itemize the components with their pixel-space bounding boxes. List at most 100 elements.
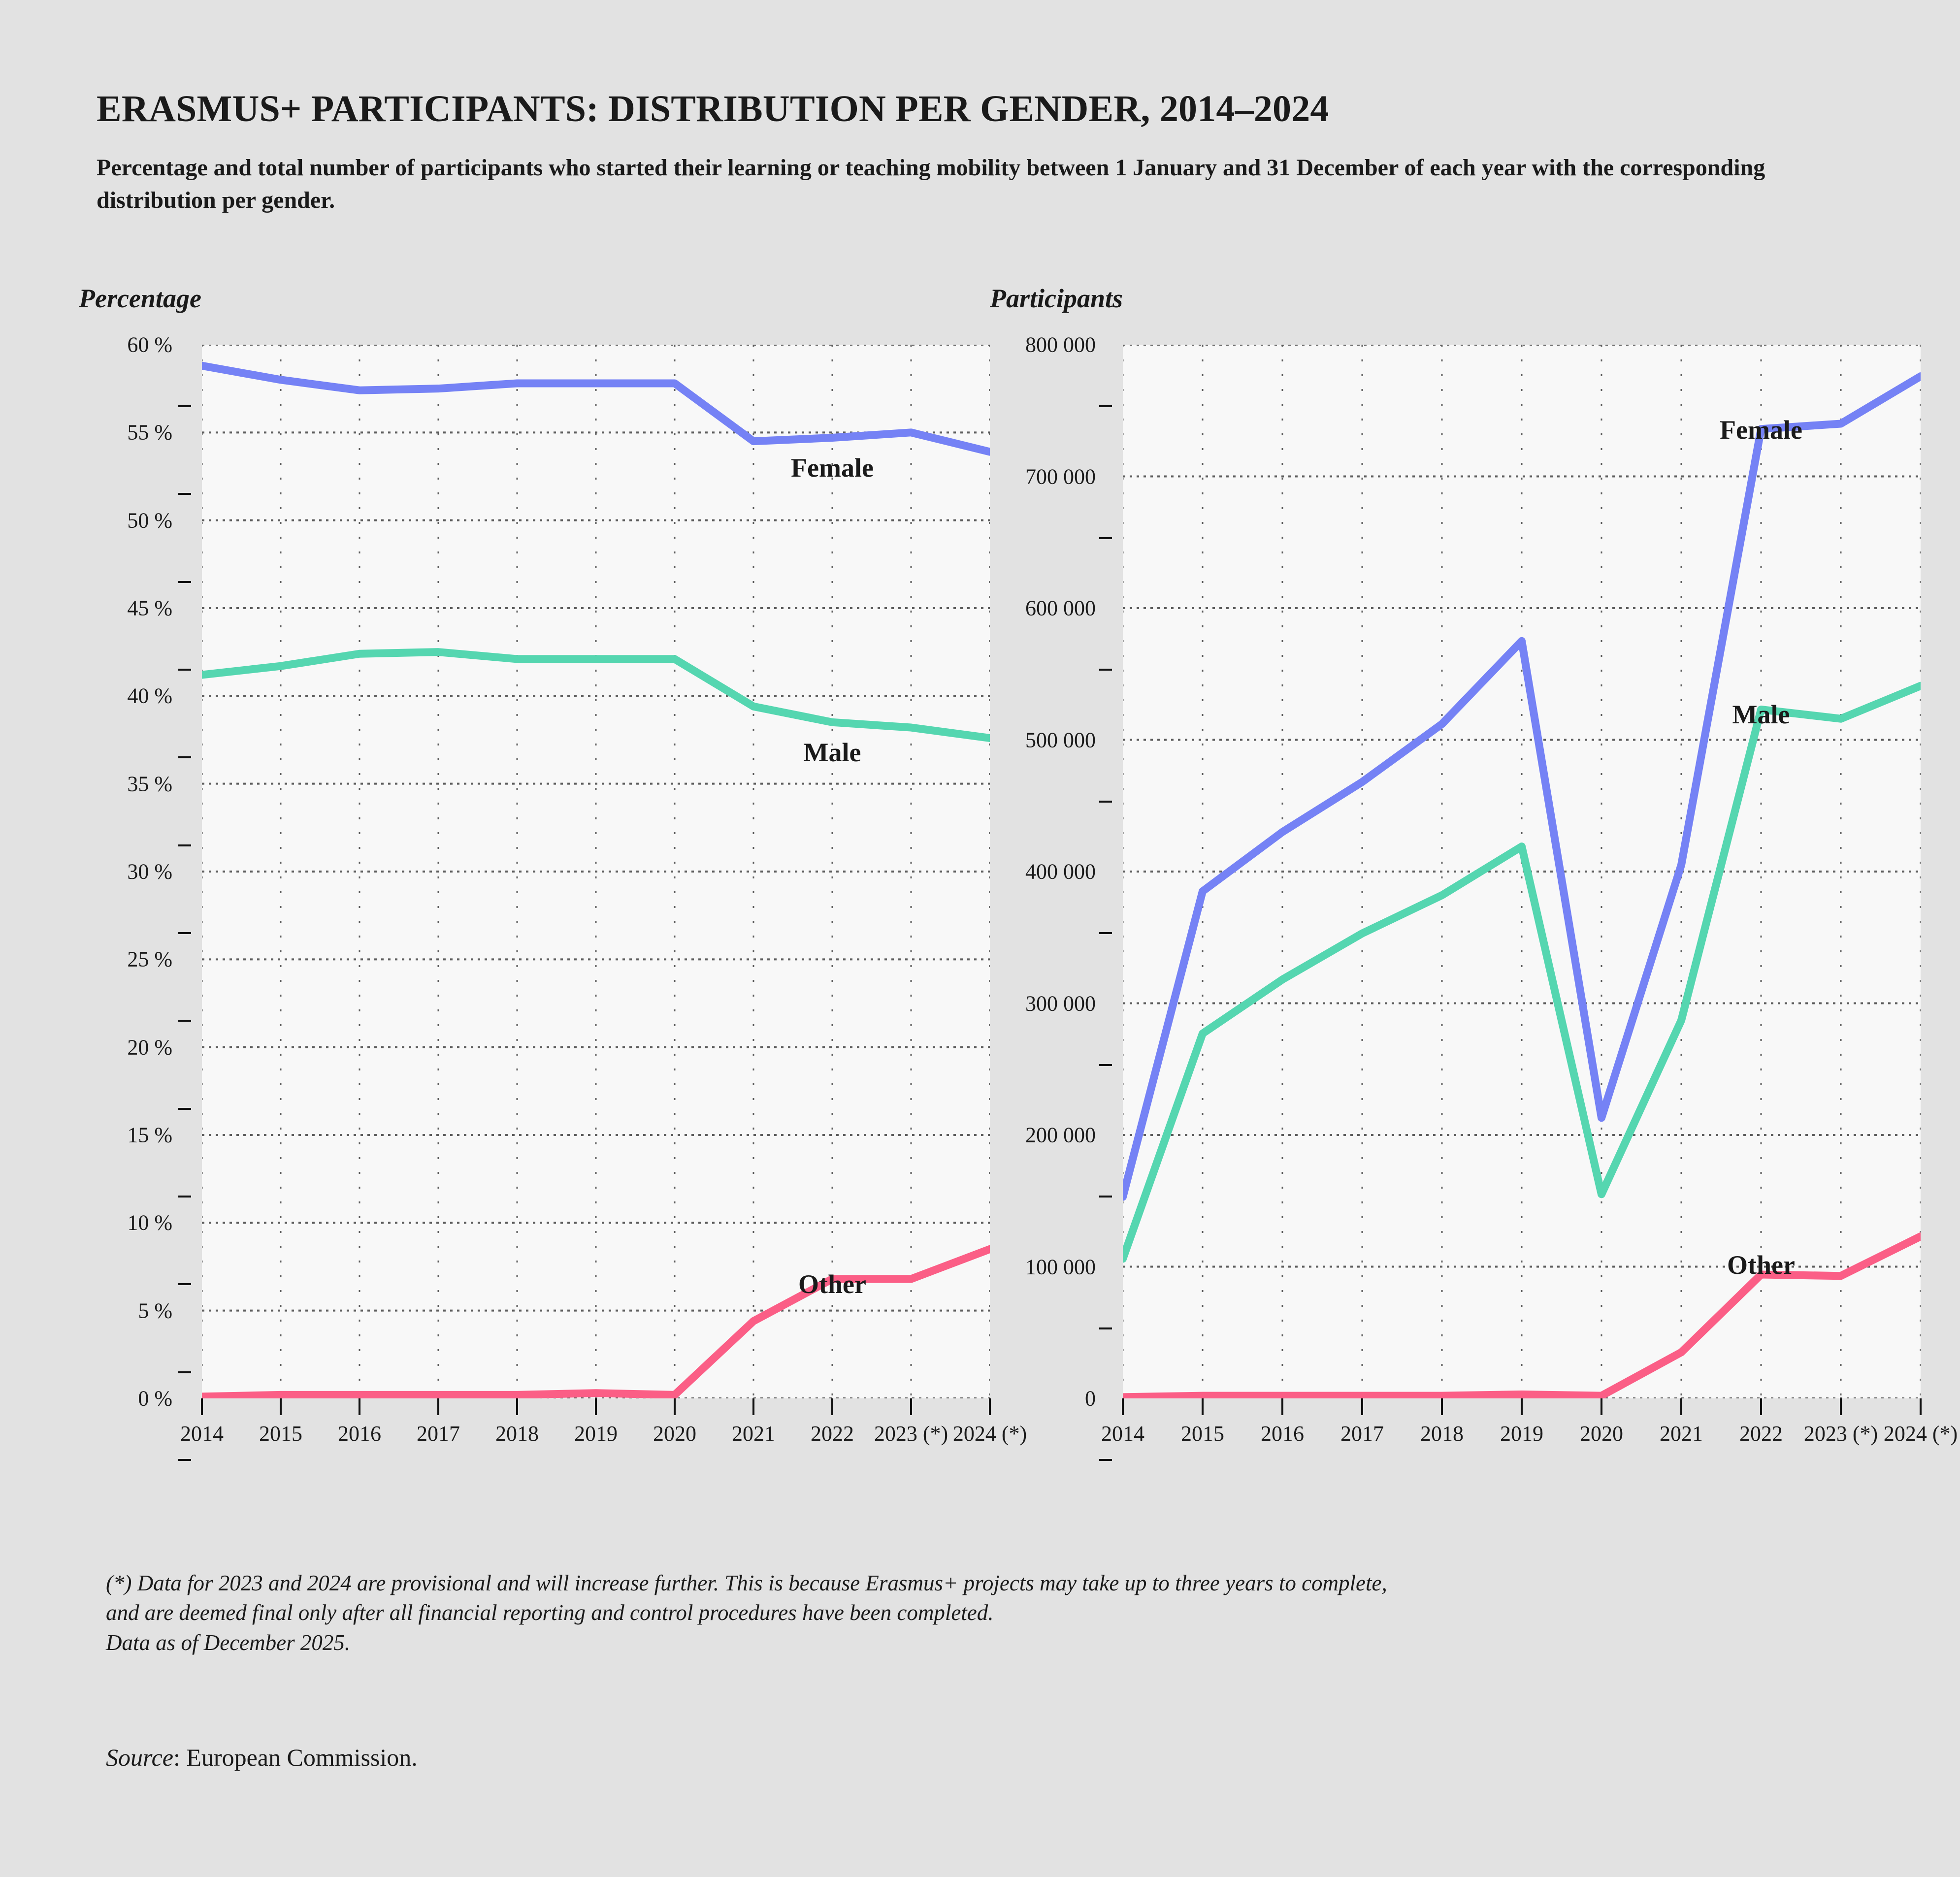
percentage-y-tick-mark bbox=[178, 405, 191, 407]
participants-y-tick-mark bbox=[1099, 800, 1112, 803]
source-line: Source: European Commission. bbox=[106, 1743, 418, 1772]
percentage-panel-title: Percentage bbox=[79, 284, 201, 313]
participants-x-tick-label: 2024 (*) bbox=[1883, 1422, 1958, 1446]
percentage-x-tick-mark bbox=[595, 1398, 597, 1415]
participants-y-tick-label: 800 000 bbox=[1025, 332, 1096, 357]
percentage-y-tick-label: 45 % bbox=[127, 596, 172, 620]
participants-y-tick-label: 500 000 bbox=[1025, 728, 1096, 752]
percentage-y-tick-label: 10 % bbox=[127, 1210, 172, 1235]
percentage-x-tick-label: 2018 bbox=[495, 1422, 539, 1446]
percentage-y-tick-mark bbox=[178, 669, 191, 671]
participants-y-tick-mark bbox=[1099, 932, 1112, 934]
percentage-y-axis: 0 % 5 % 10 % 15 % 20 % 25 % 30 % 35 % 40 % 45 % 50… bbox=[74, 333, 172, 1411]
footnote-line-2: and are deemed final only after all fina… bbox=[106, 1600, 994, 1625]
percentage-y-tick-mark bbox=[178, 1371, 191, 1373]
chart-header: ERASMUS+ PARTICIPANTS: DISTRIBUTION PER … bbox=[97, 88, 1879, 217]
participants-y-tick-mark bbox=[1099, 1196, 1112, 1197]
footnote-line-1: (*) Data for 2023 and 2024 are provision… bbox=[106, 1571, 1387, 1595]
percentage-y-tick-label: 0 % bbox=[138, 1386, 172, 1411]
percentage-y-tick-mark bbox=[178, 1196, 191, 1197]
participants-plot-wrapper: 0 100 000 200 000 300 000 400 000 500 000 600 … bbox=[990, 333, 1958, 1462]
percentage-y-tick-label: 15 % bbox=[127, 1123, 172, 1147]
percentage-plot-area bbox=[202, 345, 990, 1398]
participants-panel-title: Participants bbox=[990, 284, 1123, 313]
participants-plot-area bbox=[1123, 345, 1921, 1398]
percentage-x-tick-mark bbox=[674, 1398, 676, 1415]
participants-y-tick-label: 0 bbox=[1085, 1386, 1096, 1411]
participants-series-label-male: Male bbox=[1732, 699, 1790, 729]
participants-x-tick-mark bbox=[1521, 1398, 1523, 1415]
participants-x-axis: 2014 2015 2016 2017 2018 2019 2020 2021 2022 2023… bbox=[1101, 1398, 1958, 1462]
participants-x-tick-mark bbox=[1840, 1398, 1842, 1415]
percentage-plot-wrapper: 0 % 5 % 10 % 15 % 20 % 25 % 30 % 35 % 40 % 45 % 50… bbox=[74, 333, 1027, 1462]
participants-x-tick-label: 2015 bbox=[1181, 1422, 1224, 1446]
page-title: ERASMUS+ PARTICIPANTS: DISTRIBUTION PER … bbox=[97, 88, 1329, 129]
percentage-x-tick-mark bbox=[831, 1398, 833, 1415]
participants-x-tick-mark bbox=[1281, 1398, 1283, 1415]
participants-x-tick-label: 2014 bbox=[1101, 1422, 1144, 1446]
percentage-y-tick-label: 30 % bbox=[127, 859, 172, 884]
percentage-y-tick-label: 20 % bbox=[127, 1035, 172, 1060]
percentage-y-tick-mark bbox=[178, 1107, 191, 1110]
percentage-y-tick-mark bbox=[178, 844, 191, 846]
participants-x-tick-mark bbox=[1601, 1398, 1602, 1415]
percentage-y-tick-mark bbox=[178, 756, 191, 759]
percentage-x-tick-label: 2017 bbox=[417, 1422, 460, 1446]
participants-x-tick-label: 2016 bbox=[1261, 1422, 1304, 1446]
participants-x-tick-label: 2023 (*) bbox=[1803, 1422, 1878, 1446]
participants-x-tick-mark bbox=[1760, 1398, 1762, 1415]
participants-y-tick-label: 700 000 bbox=[1025, 464, 1096, 488]
percentage-y-tick-label: 5 % bbox=[138, 1298, 172, 1323]
participants-y-tick-label: 200 000 bbox=[1025, 1123, 1096, 1147]
percentage-y-tick-mark bbox=[178, 1283, 191, 1286]
percentage-series-label-other: Other bbox=[798, 1269, 866, 1299]
percentage-x-tick-label: 2023 (*) bbox=[874, 1422, 948, 1446]
participants-series-label-female: Female bbox=[1720, 415, 1802, 445]
participants-y-tick-label: 600 000 bbox=[1025, 596, 1096, 620]
percentage-x-tick-label: 2014 bbox=[180, 1422, 224, 1446]
participants-x-tick-label: 2022 bbox=[1739, 1422, 1783, 1446]
participants-x-tick-label: 2018 bbox=[1420, 1422, 1464, 1446]
participants-plot-svg bbox=[1123, 345, 1921, 1398]
participants-y-tick-label: 300 000 bbox=[1025, 991, 1096, 1015]
percentage-y-tick-mark bbox=[178, 932, 191, 934]
participants-x-tick-mark bbox=[1920, 1398, 1922, 1415]
participants-y-tick-mark bbox=[1099, 405, 1112, 407]
participants-y-tick-mark bbox=[1099, 1327, 1112, 1329]
percentage-y-tick-mark bbox=[178, 581, 191, 583]
participants-y-tick-mark bbox=[1099, 1064, 1112, 1066]
participants-y-axis: 0 100 000 200 000 300 000 400 000 500 000 600 … bbox=[990, 333, 1096, 1411]
participants-y-tick-mark bbox=[1099, 1459, 1112, 1461]
percentage-y-tick-mark bbox=[178, 1020, 191, 1022]
source-label: Source bbox=[106, 1744, 173, 1771]
participants-y-tick-mark bbox=[1099, 669, 1112, 671]
percentage-x-tick-label: 2016 bbox=[338, 1422, 381, 1446]
percentage-x-tick-mark bbox=[910, 1398, 912, 1415]
participants-x-tick-mark bbox=[1361, 1398, 1363, 1415]
percentage-y-tick-label: 35 % bbox=[127, 772, 172, 796]
participants-y-tick-label: 100 000 bbox=[1025, 1255, 1096, 1279]
participants-x-tick-mark bbox=[1441, 1398, 1443, 1415]
footnote: (*) Data for 2023 and 2024 are provision… bbox=[106, 1568, 1879, 1657]
chart-subtitle: Percentage and total number of participa… bbox=[97, 154, 1765, 213]
percentage-x-tick-label: 2021 bbox=[732, 1422, 775, 1446]
percentage-x-tick-mark bbox=[437, 1398, 439, 1415]
participants-x-tick-label: 2017 bbox=[1340, 1422, 1384, 1446]
percentage-y-tick-mark bbox=[178, 1459, 191, 1461]
percentage-x-tick-mark bbox=[752, 1398, 754, 1415]
participants-x-tick-label: 2020 bbox=[1580, 1422, 1623, 1446]
percentage-x-tick-label: 2019 bbox=[574, 1422, 618, 1446]
percentage-y-tick-label: 60 % bbox=[127, 332, 172, 357]
percentage-x-tick-label: 2022 bbox=[811, 1422, 854, 1446]
participants-x-tick-mark bbox=[1122, 1398, 1124, 1415]
percentage-x-tick-label: 2015 bbox=[259, 1422, 302, 1446]
percentage-x-tick-mark bbox=[201, 1398, 203, 1415]
participants-y-tick-label: 400 000 bbox=[1025, 859, 1096, 884]
participants-x-tick-label: 2021 bbox=[1660, 1422, 1703, 1446]
percentage-x-tick-label: 2020 bbox=[653, 1422, 696, 1446]
participants-x-tick-label: 2019 bbox=[1500, 1422, 1543, 1446]
participants-series-label-other: Other bbox=[1727, 1250, 1795, 1280]
participants-x-tick-mark bbox=[1202, 1398, 1204, 1415]
percentage-x-tick-mark bbox=[359, 1398, 360, 1415]
source-text: : European Commission. bbox=[173, 1744, 418, 1771]
